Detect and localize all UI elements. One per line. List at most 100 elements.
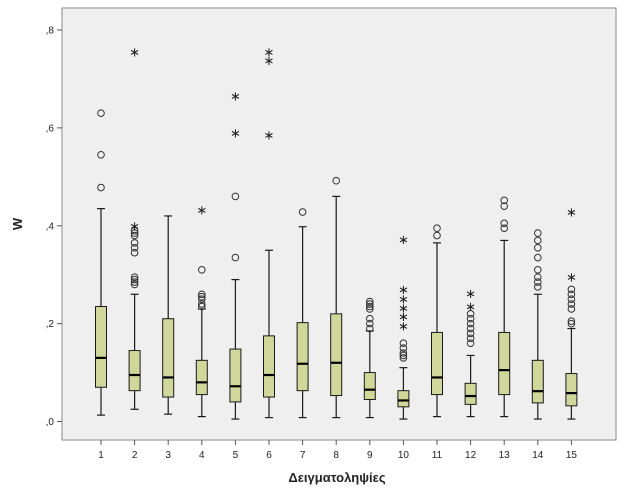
- outlier-point: [500, 224, 509, 232]
- outlier-point: [231, 253, 240, 262]
- outlier-point: [198, 295, 206, 303]
- outlier-point: [130, 273, 139, 281]
- outlier-point: [198, 292, 206, 301]
- x-tick-label: 4: [199, 450, 205, 461]
- outlier-point: [97, 109, 105, 117]
- extreme-point: ∗: [264, 54, 275, 69]
- extreme-point: ∗: [196, 204, 207, 219]
- outlier-point: [399, 354, 408, 362]
- box-group: ∗∗: [128, 46, 141, 410]
- y-tick-label: ,0: [46, 417, 55, 428]
- box-group: ∗∗: [565, 206, 578, 420]
- box-group: [431, 224, 443, 418]
- outlier-point: [534, 229, 542, 237]
- y-tick-label: ,6: [46, 123, 55, 134]
- outlier-point: [399, 344, 408, 352]
- outlier-point: [534, 236, 542, 245]
- extreme-point: ∗: [398, 310, 409, 325]
- box-iqr: [464, 382, 477, 405]
- x-tick-label: 6: [266, 450, 272, 461]
- outlier-point: [298, 208, 307, 216]
- outlier-point: [534, 243, 542, 252]
- x-tick-label: 12: [465, 450, 477, 461]
- outlier-point: [366, 324, 374, 333]
- box-group: ∗: [195, 204, 208, 418]
- outlier-point: [366, 297, 374, 306]
- box-group: ∗∗: [229, 90, 242, 420]
- outlier-point: [466, 314, 475, 323]
- outlier-point: [366, 319, 374, 328]
- x-tick-label: 13: [499, 450, 511, 461]
- box-group: ∗∗∗: [263, 46, 275, 419]
- outlier-point: [366, 314, 374, 323]
- outlier-point: [466, 339, 475, 348]
- extreme-point: ∗: [230, 126, 241, 141]
- outlier-point: [500, 202, 509, 210]
- box-iqr: [162, 318, 175, 398]
- outlier-point: [466, 324, 475, 333]
- box-iqr: [363, 372, 376, 400]
- x-tick-label: 10: [398, 450, 410, 461]
- extreme-point: ∗: [566, 206, 577, 221]
- extreme-point: ∗: [398, 233, 409, 248]
- box-iqr: [95, 305, 107, 388]
- outlier-point: [466, 319, 475, 328]
- outlier-point: [466, 310, 475, 318]
- box-iqr: [263, 335, 275, 398]
- outlier-point: [130, 248, 139, 257]
- box-iqr: [128, 350, 141, 392]
- y-axis-ticks: ,0 ,2 ,4 ,6 ,8: [46, 26, 62, 428]
- x-tick-label: 11: [432, 450, 443, 461]
- outlier-point: [567, 305, 576, 313]
- outlier-point: [198, 265, 206, 274]
- box-iqr: [397, 390, 410, 408]
- outlier-point: [567, 319, 576, 328]
- x-tick-label: 1: [98, 450, 104, 461]
- box-group: [95, 109, 107, 416]
- outlier-point: [130, 243, 139, 252]
- x-tick-label: 2: [132, 450, 138, 461]
- outlier-point: [130, 278, 139, 286]
- x-tick-label: 9: [367, 450, 373, 461]
- box-group: ∗∗: [464, 287, 477, 418]
- box-group: [531, 229, 544, 420]
- box-iqr: [330, 313, 343, 397]
- extreme-point: ∗: [465, 300, 476, 315]
- outlier-point: [366, 302, 374, 311]
- outlier-point: [567, 290, 576, 299]
- box-iqr: [296, 322, 309, 392]
- outlier-point: [366, 300, 374, 308]
- outlier-point: [198, 302, 206, 311]
- outlier-point: [366, 305, 374, 313]
- x-tick-label: 8: [333, 450, 339, 461]
- outlier-point: [97, 150, 105, 159]
- outlier-point: [567, 300, 576, 308]
- outlier-point: [567, 295, 576, 303]
- extreme-point: ∗: [566, 271, 577, 286]
- extreme-point: ∗: [398, 293, 409, 308]
- outlier-point: [466, 334, 475, 343]
- outlier-point: [500, 219, 509, 228]
- y-tick-label: ,4: [46, 221, 55, 232]
- outlier-point: [97, 183, 105, 192]
- outlier-point: [198, 290, 206, 299]
- box-group: [296, 208, 309, 419]
- extreme-point: ∗: [230, 90, 241, 105]
- outlier-point: [567, 317, 576, 325]
- outlier-point: [500, 196, 509, 205]
- x-axis-title: Δειγματοληψίες: [288, 470, 385, 485]
- x-tick-label: 5: [233, 450, 239, 461]
- extreme-point: ∗: [465, 287, 476, 302]
- outlier-point: [130, 280, 139, 289]
- extreme-point: ∗: [398, 320, 409, 335]
- box-group: ∗∗∗∗∗∗: [397, 233, 410, 420]
- y-tick-label: ,2: [46, 319, 55, 330]
- box-iqr: [531, 359, 544, 404]
- outlier-point: [534, 273, 542, 281]
- box-iqr: [565, 373, 578, 407]
- outlier-point: [534, 253, 542, 262]
- x-tick-label: 3: [165, 450, 171, 461]
- x-tick-label: 14: [532, 450, 544, 461]
- outlier-point: [534, 278, 542, 286]
- extreme-point: ∗: [264, 46, 275, 61]
